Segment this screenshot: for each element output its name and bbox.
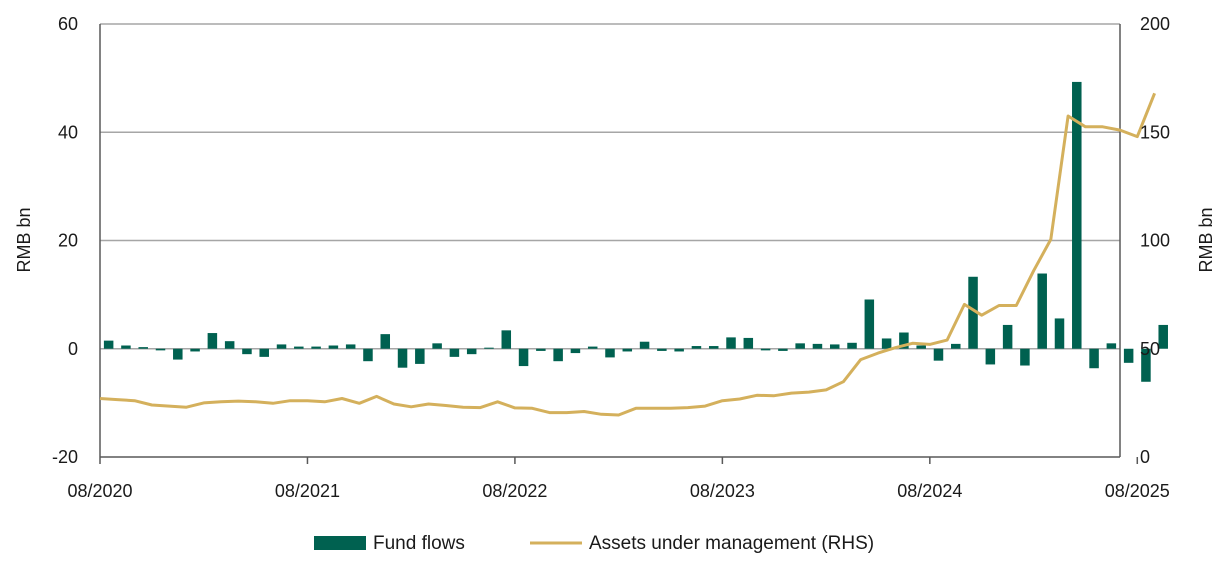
fund-flow-bar <box>1141 348 1151 382</box>
fund-flow-bar <box>207 333 218 349</box>
fund-flow-bar <box>864 299 875 349</box>
y-right-tick-label: 100 <box>1140 231 1170 251</box>
fund-flow-bar <box>103 340 114 349</box>
fund-flow-bar <box>484 347 494 349</box>
fund-flow-bar <box>657 348 667 351</box>
fund-flow-bar <box>1054 318 1065 349</box>
fund-flow-bar <box>242 348 252 355</box>
fund-flow-bar <box>899 332 909 349</box>
fund-flow-bar <box>311 346 321 349</box>
x-tick-label: 08/2024 <box>897 481 962 501</box>
fund-flow-bar <box>363 348 373 362</box>
fund-flow-bar <box>380 334 391 349</box>
y-right-tick-label: 200 <box>1140 14 1170 34</box>
fund-flow-bar <box>1020 348 1030 366</box>
y-axis-left-title: RMB bn <box>14 207 34 272</box>
fund-flow-bar <box>812 343 823 349</box>
fund-flow-bar <box>916 345 926 349</box>
aum-line <box>99 92 1156 417</box>
x-tick-label: 08/2023 <box>690 481 755 501</box>
fund-flow-bar <box>622 348 633 352</box>
fund-flow-bar <box>536 348 546 351</box>
y-axis-right-title: RMB bn <box>1196 207 1216 272</box>
y-left-tick-label: 0 <box>68 339 78 359</box>
fund-flow-bar <box>639 341 650 349</box>
legend-swatch-fund-flows <box>314 536 366 550</box>
fund-flow-bar <box>743 337 754 349</box>
legend: Fund flows Assets under management (RHS) <box>314 533 874 554</box>
y-left-tick-label: 20 <box>58 231 78 251</box>
fund-flow-bar <box>121 345 131 349</box>
fund-flow-bar <box>933 348 944 361</box>
x-tick-label: 08/2022 <box>482 481 547 501</box>
fund-flow-bar <box>345 344 356 349</box>
fund-flow-bar <box>674 348 684 352</box>
y-right-tick-label: 150 <box>1140 122 1170 142</box>
fund-flows-bars <box>103 81 1168 382</box>
fund-flow-bar <box>415 348 425 364</box>
y-left-tick-label: 40 <box>58 122 78 142</box>
x-tick-label: 08/2021 <box>275 481 340 501</box>
fund-flow-bar <box>276 344 287 349</box>
fund-flow-bar <box>173 348 183 360</box>
y-right-tick-label: 50 <box>1140 339 1160 359</box>
fund-flow-bar <box>760 348 771 351</box>
fund-flow-bar <box>829 344 840 349</box>
fund-flow-bar <box>466 348 477 355</box>
y-left-tick-label: -20 <box>52 447 78 467</box>
fund-flow-bar <box>778 348 788 351</box>
legend-label-fund-flows: Fund flows <box>373 533 465 554</box>
fund-flow-bar <box>1123 348 1134 363</box>
legend-label-aum: Assets under management (RHS) <box>589 533 874 554</box>
fund-flow-bar <box>449 348 460 357</box>
aum-line-group <box>99 92 1156 417</box>
fund-flow-bar <box>951 343 961 349</box>
fund-flow-bar <box>587 346 598 349</box>
fund-flow-bar <box>224 341 235 349</box>
fund-flow-bar <box>259 348 269 357</box>
fund-flow-bar <box>605 348 615 358</box>
fund-flow-bar <box>328 345 339 349</box>
axes <box>99 24 1121 457</box>
fund-flow-bar <box>138 347 148 349</box>
fund-flow-bar <box>847 342 857 349</box>
tick-labels: -20 0 20 40 60 0 50 100 150 200 08/2020 08/2021 08/2… <box>52 14 1170 501</box>
fund-flow-bar <box>397 348 408 368</box>
fund-flow-bar <box>1037 273 1047 349</box>
fund-flow-bar <box>708 346 719 349</box>
fund-flow-bar <box>570 348 581 354</box>
fund-flow-bar <box>1158 324 1168 349</box>
fund-flow-bar <box>795 343 805 349</box>
fund-flow-bar <box>518 348 529 367</box>
fund-flow-bar <box>726 337 736 349</box>
fund-flow-bar <box>432 343 442 349</box>
x-tick-label: 08/2025 <box>1105 481 1170 501</box>
fund-flow-bar <box>1106 343 1117 349</box>
fund-flow-bar <box>691 346 702 349</box>
fund-flow-bar <box>553 348 563 362</box>
fund-flow-bar <box>294 346 304 349</box>
gridlines <box>100 23 1120 458</box>
x-tick-label: 08/2020 <box>67 481 132 501</box>
fund-flow-bar <box>881 338 892 349</box>
fund-flow-bar <box>190 348 200 352</box>
fund-flow-bar <box>501 330 512 349</box>
fund-flow-bar <box>155 348 166 351</box>
y-right-tick-label: 0 <box>1140 447 1150 467</box>
fund-flow-bar <box>968 276 978 349</box>
fund-flow-bar <box>1002 324 1013 349</box>
fund-flow-bar <box>1072 81 1082 349</box>
fund-flow-bar <box>1089 348 1099 369</box>
y-left-tick-label: 60 <box>58 14 78 34</box>
fund-flow-bar <box>985 348 996 365</box>
